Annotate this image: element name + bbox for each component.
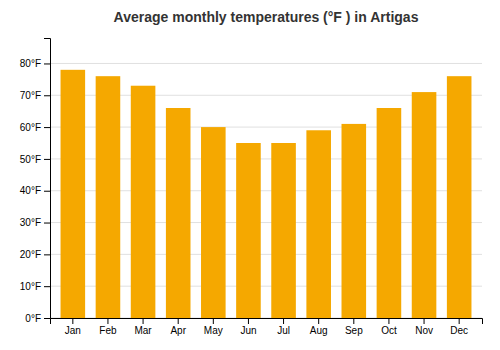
x-tick: Dec — [450, 318, 468, 336]
x-tick: May — [204, 318, 223, 336]
x-tick-label: Jan — [65, 325, 81, 336]
x-axis-line — [51, 319, 483, 325]
y-tick-label: 20°F — [20, 249, 41, 260]
x-tick: Jul — [277, 318, 290, 336]
bar — [131, 86, 156, 318]
x-tick: Feb — [99, 318, 117, 336]
y-tick: 70°F — [20, 90, 50, 101]
x-tick-mark — [72, 318, 73, 324]
x-tick-mark — [459, 318, 460, 324]
y-tick: 30°F — [20, 217, 50, 228]
x-tick-mark — [353, 318, 354, 324]
y-tick: 50°F — [20, 154, 50, 165]
x-tick-label: Feb — [99, 325, 117, 336]
x-tick: Aug — [310, 318, 328, 336]
x-tick: Mar — [134, 318, 152, 336]
x-tick-label: Mar — [134, 325, 152, 336]
bar — [236, 143, 261, 318]
grid — [50, 63, 482, 318]
y-tick: 80°F — [20, 58, 50, 69]
x-tick: Oct — [381, 318, 397, 336]
bar — [447, 76, 472, 318]
y-tick-mark — [44, 159, 50, 160]
chart-container: 0°F 10°F 20°F 30°F 40°F 50°F 60°F 70°F 80°F Jan Fe… — [0, 0, 500, 350]
y-tick-label: 0°F — [25, 313, 41, 324]
x-tick: Nov — [415, 318, 433, 336]
x-tick-mark — [143, 318, 144, 324]
y-tick-mark — [44, 95, 50, 96]
y-tick-label: 40°F — [20, 185, 41, 196]
y-tick-label: 80°F — [20, 58, 41, 69]
y-tick-mark — [44, 127, 50, 128]
x-tick-mark — [248, 318, 249, 324]
bars — [61, 70, 472, 318]
x-tick-label: Dec — [450, 325, 468, 336]
x-tick-label: Nov — [415, 325, 433, 336]
x-tick: Jun — [240, 318, 256, 336]
y-tick-mark — [44, 286, 50, 287]
y-tick-mark — [44, 223, 50, 224]
x-tick-mark — [388, 318, 389, 324]
x-tick-label: May — [204, 325, 223, 336]
x-axis: Jan Feb Mar Apr May Jun Jul Aug Sep Oct Nov Dec — [51, 318, 483, 336]
bar — [271, 143, 296, 318]
x-tick-mark — [213, 318, 214, 324]
y-tick-label: 10°F — [20, 281, 41, 292]
x-tick: Apr — [170, 318, 186, 336]
y-tick-label: 30°F — [20, 217, 41, 228]
x-tick-label: Jun — [240, 325, 256, 336]
x-tick: Sep — [345, 318, 363, 336]
bar — [377, 108, 402, 318]
x-tick: Jan — [65, 318, 81, 336]
x-tick-mark — [283, 318, 284, 324]
bar — [412, 92, 437, 318]
x-tick-mark — [318, 318, 319, 324]
y-axis-line — [44, 39, 51, 319]
x-tick-label: Apr — [170, 325, 186, 336]
y-tick-mark — [44, 254, 50, 255]
x-tick-label: Oct — [381, 325, 397, 336]
x-tick-mark — [178, 318, 179, 324]
y-tick: 20°F — [20, 249, 50, 260]
y-tick: 10°F — [20, 281, 50, 292]
x-tick-label: Jul — [277, 325, 290, 336]
bar — [342, 124, 367, 318]
x-tick-mark — [107, 318, 108, 324]
y-tick-mark — [44, 191, 50, 192]
y-axis: 0°F 10°F 20°F 30°F 40°F 50°F 60°F 70°F 80°F — [20, 39, 51, 324]
y-tick-label: 70°F — [20, 90, 41, 101]
bar — [96, 76, 121, 318]
plot-area: 0°F 10°F 20°F 30°F 40°F 50°F 60°F 70°F 80°F Jan Fe… — [20, 39, 483, 337]
bar — [166, 108, 191, 318]
bar — [201, 127, 226, 318]
y-tick-label: 50°F — [20, 154, 41, 165]
y-tick-label: 60°F — [20, 122, 41, 133]
x-tick-mark — [424, 318, 425, 324]
bar — [61, 70, 86, 318]
x-tick-label: Aug — [310, 325, 328, 336]
y-tick-mark — [44, 63, 50, 64]
y-tick-mark — [44, 318, 50, 319]
chart-title: Average monthly temperatures (°F ) in Ar… — [114, 9, 419, 25]
chart-svg: 0°F 10°F 20°F 30°F 40°F 50°F 60°F 70°F 80°F Jan Fe… — [0, 0, 500, 350]
grid-line — [50, 63, 482, 64]
x-tick-label: Sep — [345, 325, 363, 336]
y-tick: 40°F — [20, 185, 50, 196]
bar — [306, 130, 331, 318]
y-tick: 0°F — [25, 313, 50, 324]
y-tick: 60°F — [20, 122, 50, 133]
